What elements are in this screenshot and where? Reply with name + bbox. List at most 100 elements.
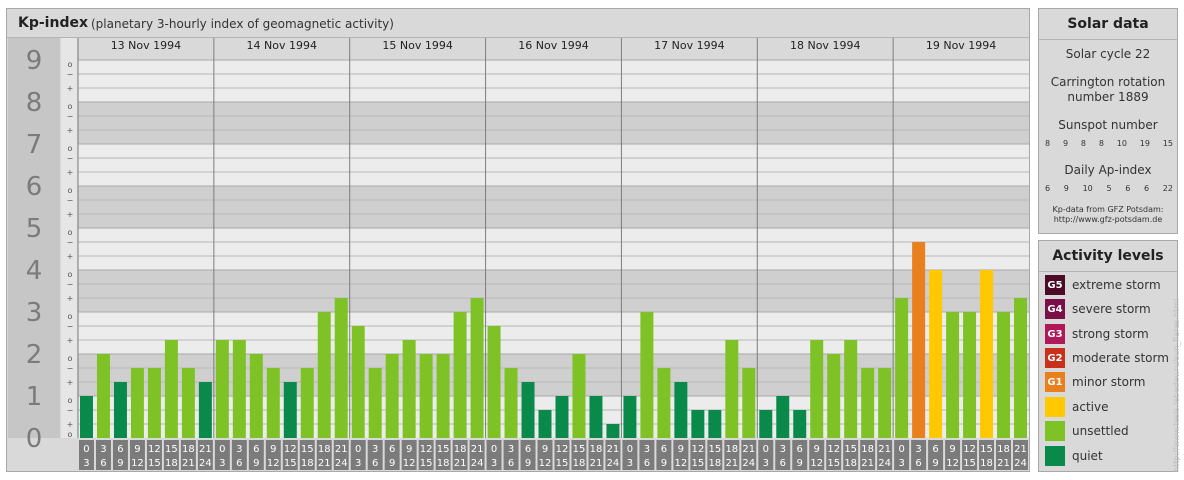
kp-bar [215, 340, 229, 438]
interval-cell [622, 440, 638, 470]
legend-swatch [1045, 397, 1065, 417]
kp-bar [351, 325, 365, 438]
interval-start-label: 15 [165, 444, 178, 455]
interval-start-label: 21 [471, 444, 484, 455]
interval-cell [79, 440, 94, 470]
interval-start-label: 15 [301, 444, 314, 455]
interval-cell [979, 440, 995, 470]
ap-value: 6 [1045, 184, 1051, 193]
interval-cell [860, 440, 876, 470]
interval-start-label: 6 [389, 444, 395, 455]
kp-bar [436, 354, 450, 438]
interval-start-label: 18 [454, 444, 467, 455]
interval-cell [180, 440, 196, 470]
interval-cell [571, 440, 587, 470]
interval-end-label: 18 [844, 458, 857, 469]
interval-cell [792, 440, 808, 470]
interval-end-label: 9 [797, 458, 803, 469]
sunspot-value: 10 [1116, 139, 1127, 148]
sunspot-number-label: Sunspot number [1058, 118, 1158, 132]
kp-bar [487, 325, 501, 438]
y-minor-tick-label: o [68, 354, 73, 363]
y-tick-label: 5 [26, 214, 43, 244]
kp-band [78, 228, 1029, 270]
interval-cell [452, 440, 468, 470]
sunspot-value: 8 [1080, 139, 1086, 148]
interval-cell [707, 440, 723, 470]
interval-end-label: 18 [573, 458, 586, 469]
interval-end-label: 12 [810, 458, 823, 469]
interval-cell [877, 440, 893, 470]
day-label: 19 Nov 1994 [926, 39, 996, 52]
kp-bar [691, 409, 705, 438]
y-minor-tick-label: − [67, 280, 74, 289]
y-minor-tick-label: + [67, 378, 74, 387]
interval-cell [911, 440, 927, 470]
legend-swatch: G5 [1045, 275, 1065, 295]
kp-bar [793, 409, 807, 438]
sunspot-value: 9 [1062, 139, 1069, 148]
interval-cell [639, 440, 655, 470]
y-minor-tick-label: − [67, 238, 74, 247]
interval-start-label: 18 [590, 444, 603, 455]
interval-end-label: 24 [1014, 458, 1027, 469]
interval-cell [554, 440, 570, 470]
interval-start-label: 6 [253, 444, 259, 455]
interval-cell [945, 440, 961, 470]
interval-start-label: 6 [797, 444, 803, 455]
interval-start-label: 18 [725, 444, 738, 455]
kp-band [78, 144, 1029, 186]
interval-cell [741, 440, 757, 470]
kp-bar [232, 340, 246, 438]
kp-bar [895, 298, 909, 438]
interval-cell [197, 440, 213, 470]
chart-title: Kp-index [18, 15, 88, 31]
interval-start-label: 12 [556, 444, 569, 455]
kp-bar [963, 312, 977, 438]
interval-start-label: 15 [980, 444, 993, 455]
kp-bar [997, 312, 1011, 438]
y-minor-tick-label: o [68, 60, 73, 69]
kp-bar [402, 340, 416, 438]
ap-value: 6 [1144, 184, 1150, 193]
legend-item-quiet: quiet [1045, 446, 1103, 466]
interval-cell [299, 440, 315, 470]
kp-bar [1014, 298, 1027, 438]
interval-cell [95, 440, 111, 470]
y-minor-tick-label: o [68, 430, 73, 439]
interval-start-label: 0 [491, 444, 497, 455]
interval-end-label: 18 [165, 458, 178, 469]
data-source-link[interactable]: http://www.gfz-potsdam.de [1053, 215, 1163, 224]
interval-end-label: 15 [284, 458, 297, 469]
kp-bar [929, 270, 943, 438]
interval-end-label: 3 [627, 458, 633, 469]
y-minor-tick-label: + [67, 126, 74, 135]
interval-cell [248, 440, 264, 470]
kp-bar [453, 312, 467, 438]
interval-end-label: 9 [525, 458, 531, 469]
interval-end-label: 9 [117, 458, 123, 469]
interval-cell [537, 440, 553, 470]
interval-start-label: 9 [134, 444, 140, 455]
ap-value: 10 [1082, 184, 1093, 193]
interval-cell [214, 440, 230, 470]
interval-start-label: 3 [780, 444, 786, 455]
interval-cell [809, 440, 825, 470]
ap-value: 6 [1125, 184, 1131, 193]
interval-end-label: 18 [437, 458, 450, 469]
interval-start-label: 12 [963, 444, 976, 455]
interval-end-label: 3 [355, 458, 361, 469]
kp-bar [300, 367, 314, 438]
carrington-rotation-label: Carrington rotation [1050, 75, 1166, 89]
legend-label: unsettled [1072, 424, 1129, 438]
kp-band [78, 270, 1029, 312]
legend-label: quiet [1072, 449, 1103, 463]
interval-cell [163, 440, 179, 470]
y-minor-tick-label: o [68, 396, 73, 405]
daily-ap-values: 6 9 10 5 6 6 22 [1045, 184, 1173, 193]
interval-end-label: 3 [491, 458, 497, 469]
y-tick-label: 0 [26, 424, 43, 454]
interval-start-label: 0 [219, 444, 225, 455]
interval-cell [605, 440, 621, 470]
interval-end-label: 15 [556, 458, 569, 469]
